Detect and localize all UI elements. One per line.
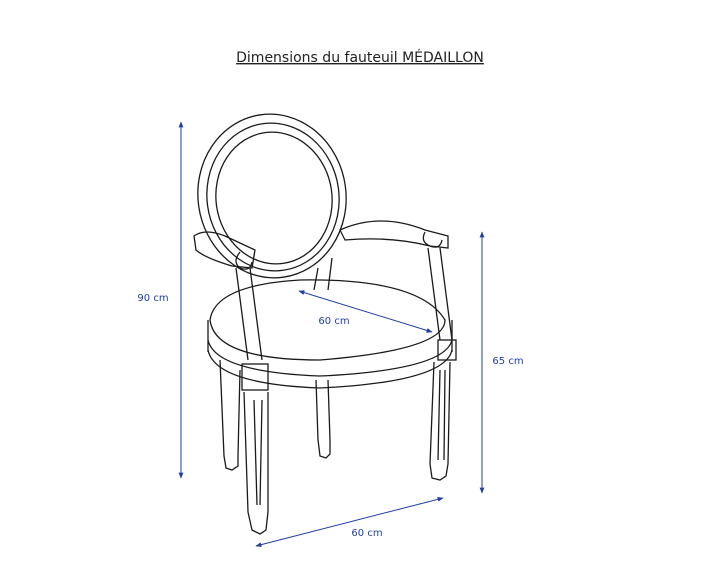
- seat-depth-arrow: [298, 290, 433, 333]
- chair-drawing: [193, 113, 457, 535]
- seat-height-label: 65 cm: [492, 356, 523, 367]
- title: Dimensions du fauteuil MÉDAILLON: [236, 49, 484, 66]
- height-label: 90 cm: [137, 293, 168, 304]
- width-arrow: [255, 497, 444, 547]
- seat-depth-label: 60 cm: [318, 316, 349, 327]
- width-label: 60 cm: [351, 528, 382, 539]
